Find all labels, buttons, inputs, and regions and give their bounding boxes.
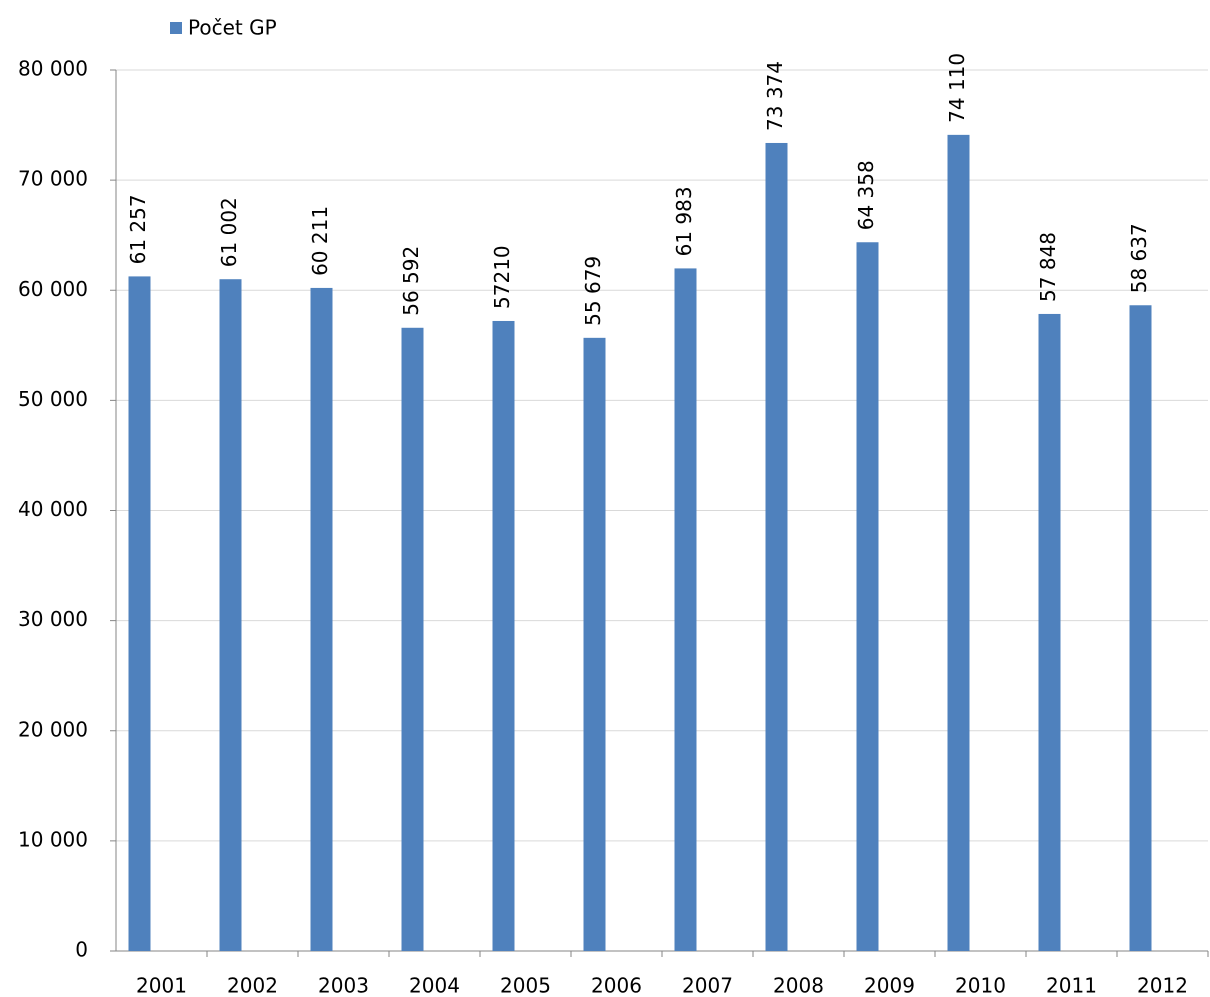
value-label: 60 211 [308, 206, 332, 276]
bar [1129, 305, 1152, 952]
bar [401, 327, 424, 951]
bar [492, 320, 515, 952]
value-label: 61 257 [126, 194, 150, 264]
bar [856, 242, 879, 952]
x-tick-label: 2011 [1046, 974, 1097, 997]
y-tick-label: 10 000 [18, 827, 88, 851]
y-tick-label: 80 000 [18, 57, 88, 81]
y-tick-label: 50 000 [18, 387, 88, 411]
x-tick-label: 2006 [591, 974, 642, 997]
legend: Počet GP [170, 16, 277, 40]
x-tick-label: 2010 [955, 974, 1006, 997]
legend-label: Počet GP [188, 16, 277, 40]
x-tick-label: 2009 [864, 974, 915, 997]
value-label: 57 848 [1036, 232, 1060, 302]
value-label: 61 002 [217, 197, 241, 267]
value-label: 61 983 [672, 186, 696, 256]
y-tick-label: 20 000 [18, 717, 88, 741]
value-label: 74 110 [945, 53, 969, 123]
legend-swatch [170, 22, 182, 34]
x-tick-label: 2004 [409, 974, 460, 997]
x-tick-label: 2008 [773, 974, 824, 997]
bar [674, 268, 697, 951]
bar [1038, 313, 1061, 951]
value-label: 64 358 [854, 160, 878, 230]
value-label: 73 374 [763, 61, 787, 131]
x-tick-label: 2012 [1137, 974, 1188, 997]
bar [947, 134, 970, 951]
bar [128, 276, 151, 951]
x-tick-label: 2003 [318, 974, 369, 997]
bar [583, 337, 606, 951]
y-tick-label: 70 000 [18, 167, 88, 191]
y-tick-label: 30 000 [18, 607, 88, 631]
value-label: 58 637 [1127, 223, 1151, 293]
y-tick-label: 40 000 [18, 497, 88, 521]
bar [765, 142, 788, 952]
value-label: 56 592 [399, 246, 423, 316]
bar [310, 287, 333, 951]
value-label: 57210 [490, 245, 514, 309]
x-tick-label: 2007 [682, 974, 733, 997]
x-tick-label: 2002 [227, 974, 278, 997]
value-label: 55 679 [581, 256, 605, 326]
y-tick-label: 0 [75, 938, 88, 962]
x-tick-label: 2001 [136, 974, 187, 997]
y-tick-label: 60 000 [18, 277, 88, 301]
bar [219, 279, 242, 952]
x-tick-label: 2005 [500, 974, 551, 997]
